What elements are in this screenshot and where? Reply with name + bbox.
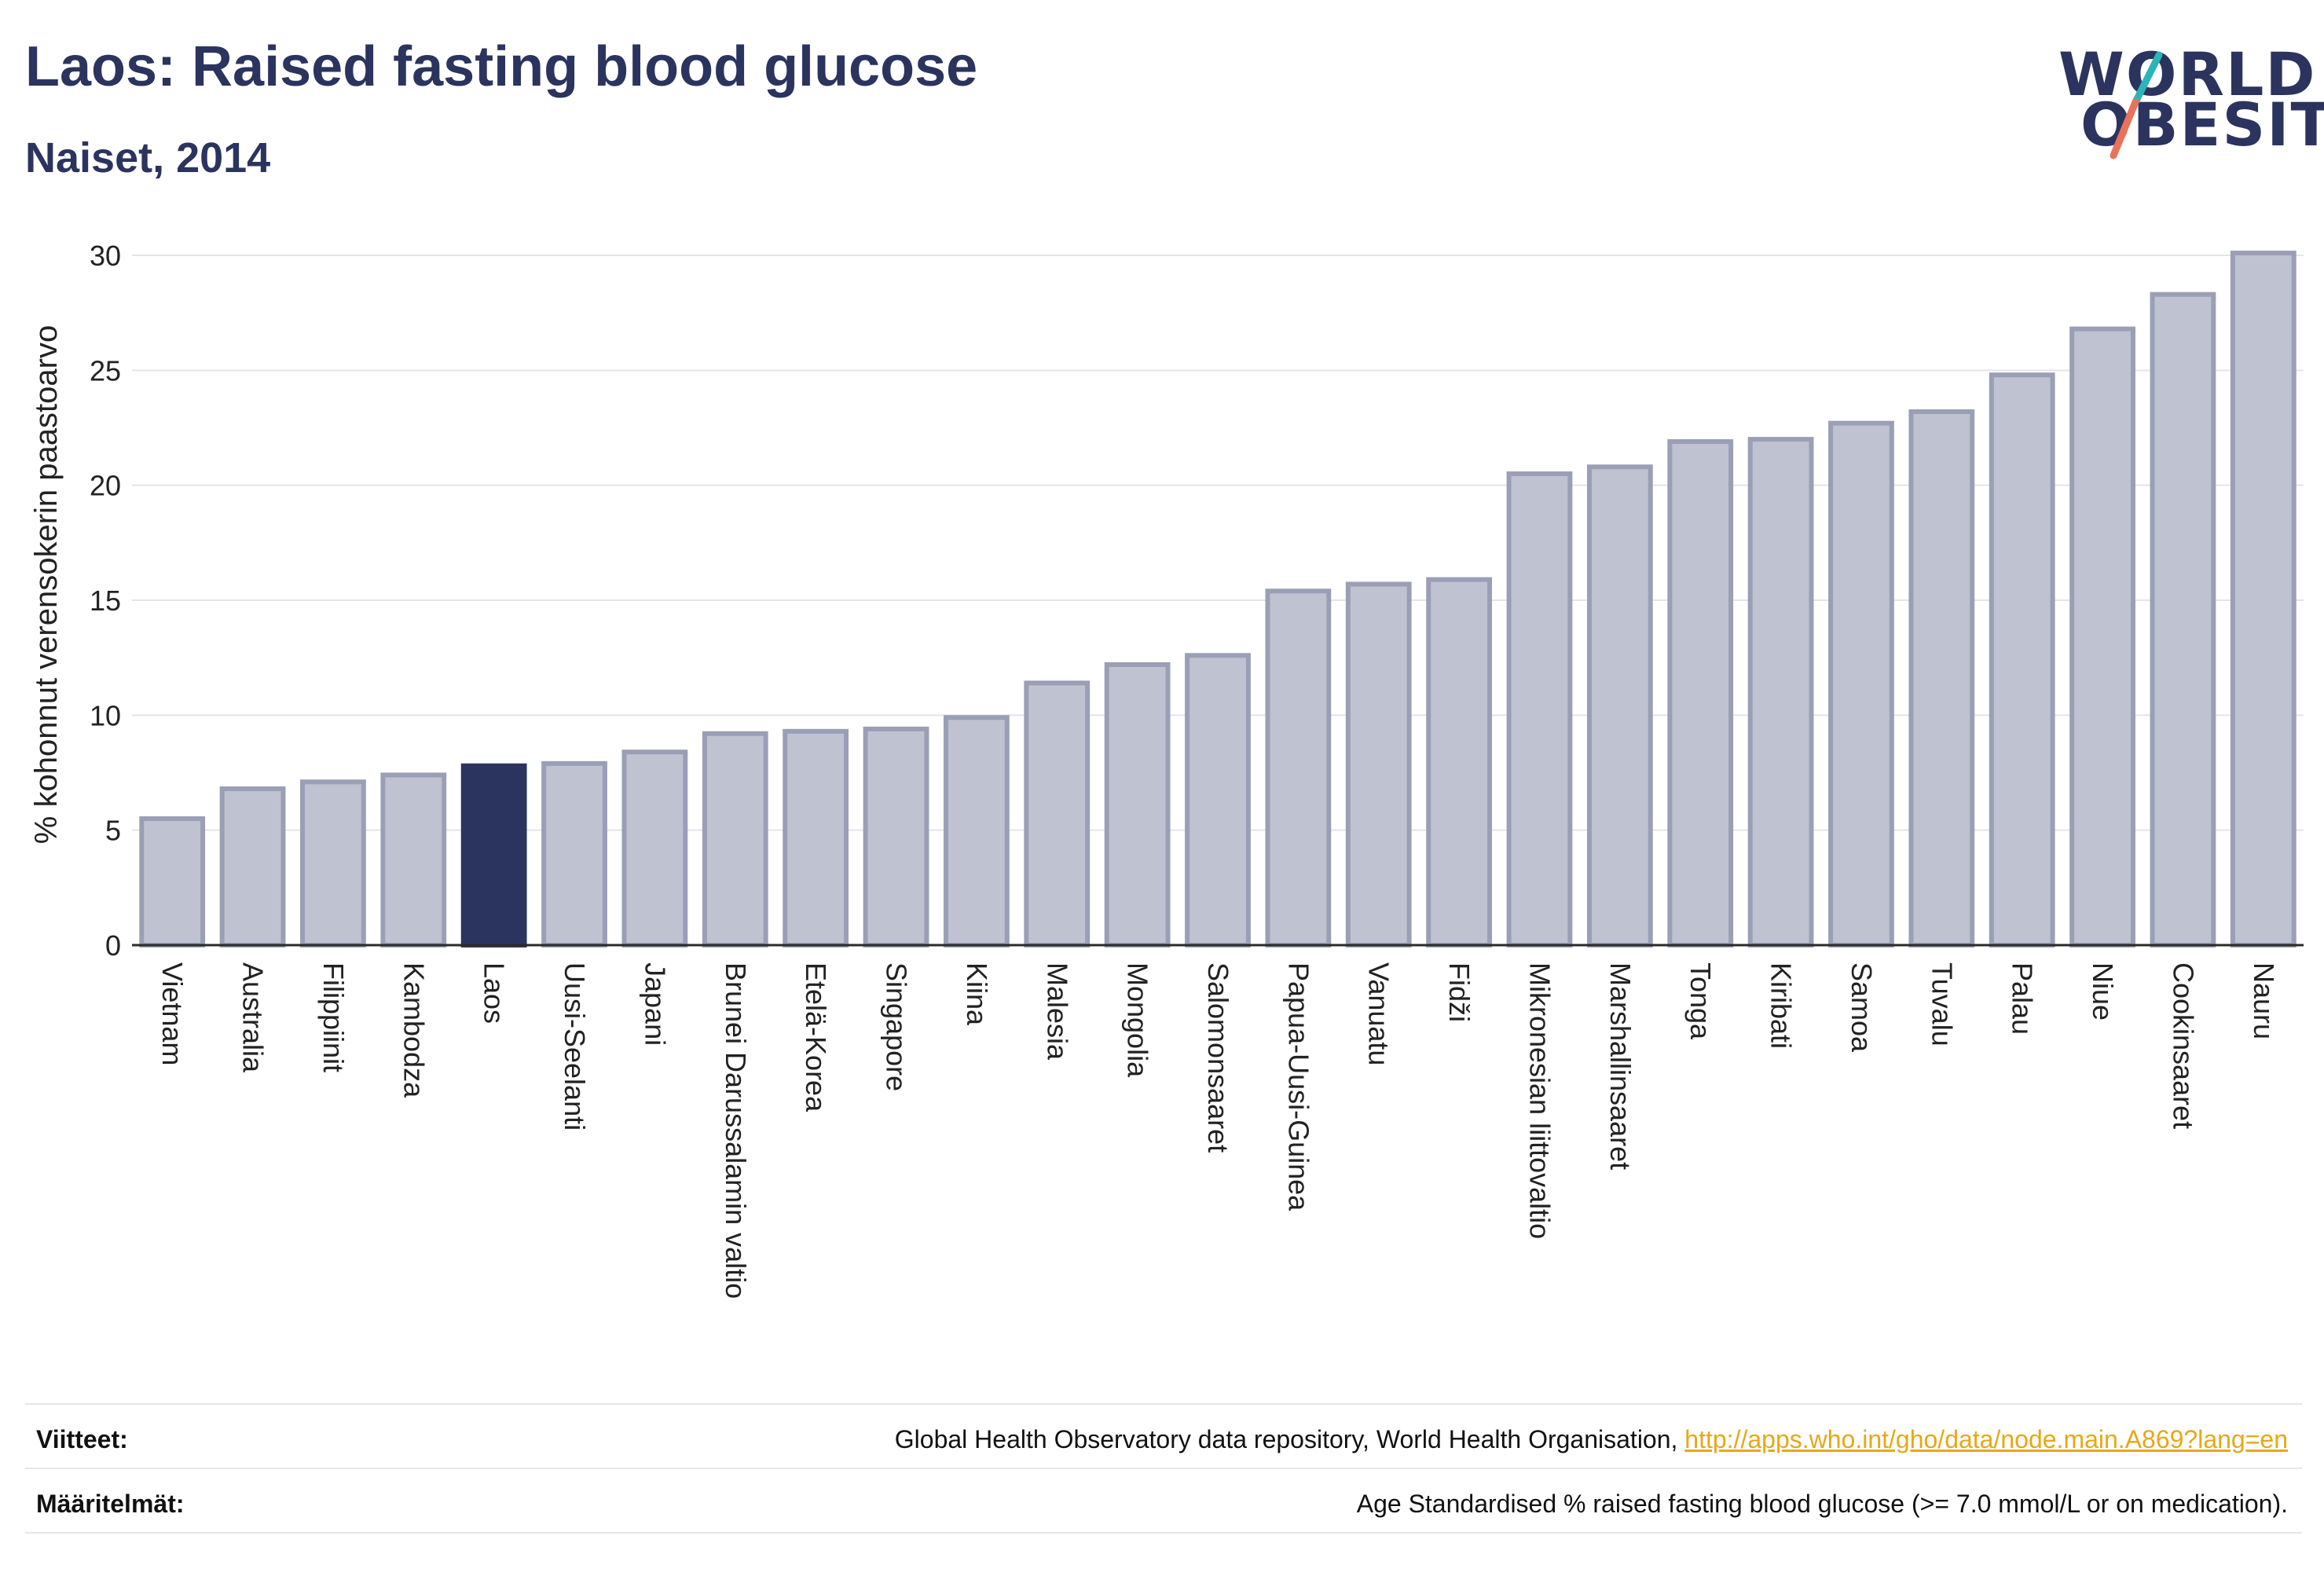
- x-tick-label: Cookinsaaret: [2167, 962, 2199, 1129]
- bar-kiribati: [1747, 437, 1814, 947]
- sources-label: Viitteet:: [36, 1425, 128, 1453]
- bar-uusi-seelanti: [541, 761, 607, 947]
- bar-tonga: [1667, 439, 1734, 947]
- x-tick-label: Papua-Uusi-Guinea: [1282, 962, 1314, 1211]
- bar-laos: [460, 763, 527, 947]
- bar-tuvalu: [1908, 409, 1975, 947]
- x-tick-label: Nauru: [2248, 962, 2280, 1039]
- bar-australia: [219, 786, 286, 948]
- world-obesity-logo: WORLD OBESITY: [2043, 24, 2324, 165]
- x-tick-label: Palau: [2007, 962, 2039, 1035]
- bar-chart: 0 5 10 15 20 25 30 Vietnam Australia Filippiinit…: [29, 240, 2304, 1299]
- x-tick-label: Samoa: [1846, 962, 1878, 1053]
- bar-vietnam: [139, 816, 206, 947]
- sources-text: Global Health Observatory data repositor…: [895, 1425, 2288, 1454]
- bar-mongolia: [1104, 662, 1171, 947]
- logo-line1: WORLD: [2058, 39, 2317, 109]
- x-tick-label: Etelä-Korea: [800, 962, 832, 1112]
- y-tick-label: 0: [105, 929, 121, 962]
- bar-papua-uusi-guinea: [1265, 588, 1332, 947]
- logo-slash-icon: [2110, 51, 2163, 159]
- x-tick-label: Filippiinit: [317, 962, 350, 1072]
- y-tick-label: 15: [90, 585, 121, 617]
- bar-vanuatu: [1345, 581, 1412, 947]
- bar-niue: [2069, 326, 2135, 947]
- y-tick-label: 30: [90, 240, 121, 272]
- y-tick-label: 5: [105, 815, 121, 847]
- definitions-label: Määritelmät:: [36, 1490, 185, 1518]
- bar-salomonsaaret: [1185, 653, 1251, 947]
- y-axis-label: % kohonnut verensokerin paastoarvo: [29, 325, 64, 844]
- bar-malesia: [1024, 680, 1091, 947]
- footer-divider-top: [25, 1403, 2302, 1405]
- x-tick-label: Singapore: [881, 962, 913, 1091]
- definitions-text: Age Standardised % raised fasting blood …: [1356, 1490, 2288, 1518]
- x-tick-label: Kiina: [961, 962, 993, 1026]
- bar-kambodza: [380, 772, 447, 948]
- x-tick-label: Laos: [478, 962, 511, 1024]
- logo-line2: OBESITY: [2080, 90, 2324, 159]
- x-tick-label: Kambodza: [398, 962, 430, 1098]
- bar-mikronesian-liittovaltio: [1506, 471, 1573, 947]
- bar-cookinsaaret: [2150, 291, 2216, 947]
- bar-filippiinit: [300, 779, 366, 947]
- bar-japani: [621, 750, 688, 947]
- bar-brunei-darussalamin-valtio: [702, 731, 768, 947]
- sources-link[interactable]: http://apps.who.int/gho/data/node.main.A…: [1684, 1425, 2288, 1453]
- bars: [139, 251, 2297, 948]
- x-tick-label: Uusi-Seelanti: [559, 962, 591, 1131]
- x-tick-label: Vietnam: [156, 962, 189, 1065]
- footer-divider-bottom: [25, 1532, 2302, 1534]
- sources-description: Global Health Observatory data repositor…: [894, 1425, 1685, 1453]
- x-tick-label: Tonga: [1684, 962, 1717, 1040]
- bar-singapore: [863, 726, 929, 947]
- x-tick-label: Japani: [639, 962, 671, 1046]
- x-tick-label: Marshallinsaaret: [1604, 962, 1637, 1170]
- x-tick-label: Vanuatu: [1363, 962, 1395, 1065]
- x-tick-label: Australia: [237, 962, 269, 1073]
- x-tick-label: Salomonsaaret: [1202, 962, 1234, 1153]
- bar-kiina: [943, 715, 1010, 947]
- page-title: Laos: Raised fasting blood glucose: [25, 35, 978, 98]
- footer-divider-middle: [25, 1468, 2302, 1469]
- x-tick-label: Brunei Darussalamin valtio: [720, 962, 752, 1299]
- x-tick-label: Niue: [2087, 962, 2119, 1021]
- page-subtitle: Naiset, 2014: [25, 134, 271, 181]
- bar-marshallinsaaret: [1586, 464, 1653, 947]
- bar-fidži: [1426, 577, 1493, 947]
- x-tick-label: Mongolia: [1122, 962, 1154, 1078]
- x-tick-label: Mikronesian liittovaltio: [1523, 962, 1556, 1239]
- bar-samoa: [1828, 420, 1894, 947]
- x-tick-label: Fidži: [1443, 962, 1475, 1022]
- y-tick-label: 25: [90, 354, 121, 387]
- bar-etelä-korea: [783, 728, 849, 947]
- x-tick-label: Malesia: [1041, 962, 1073, 1061]
- bar-nauru: [2230, 251, 2297, 948]
- y-tick-label: 20: [90, 470, 121, 502]
- x-tick-label: Tuvalu: [1926, 962, 1958, 1046]
- x-tick-label: Kiribati: [1765, 962, 1798, 1049]
- bar-palau: [1989, 372, 2055, 948]
- y-tick-label: 10: [90, 699, 121, 731]
- y-tick-labels: 0 5 10 15 20 25 30: [90, 240, 121, 962]
- x-tick-labels: Vietnam Australia Filippiinit Kambodza Laos U…: [156, 962, 2280, 1299]
